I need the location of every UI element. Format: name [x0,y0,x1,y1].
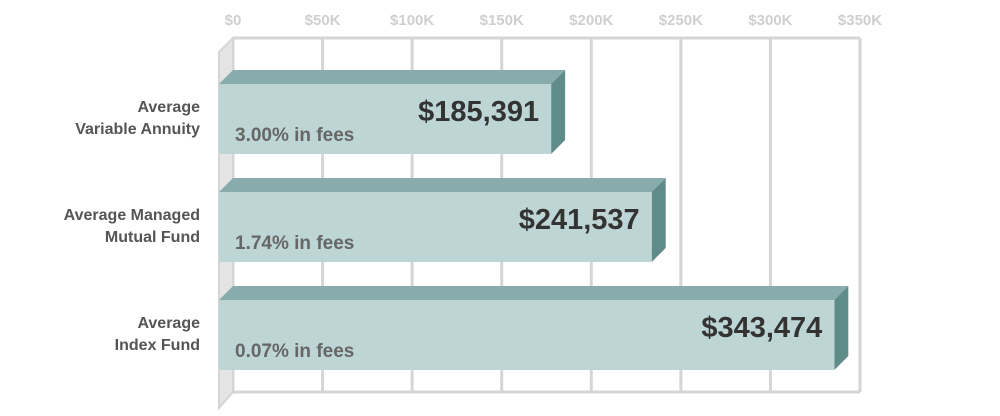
bar-fee-label: 0.07% in fees [235,341,354,362]
x-tick-label: $150K [480,12,524,29]
x-tick-label: $100K [390,12,434,29]
bar-top-face [219,286,849,300]
category-label: Average [137,99,200,116]
bar: $343,474 0.07% in fees [219,286,849,370]
x-axis-ticks: $0 $50K $100K $150K $200K $250K $300K $350K [225,12,883,29]
category-label: Average Managed [64,207,200,224]
category-label: Mutual Fund [105,229,200,246]
bar-value-label: $343,474 [701,312,822,344]
bar-side-face [651,178,666,262]
category-label: Variable Annuity [75,121,200,138]
bar-fee-label: 3.00% in fees [235,125,354,146]
bar-fee-label: 1.74% in fees [235,233,354,254]
category-label: Average [137,315,200,332]
bar-value-label: $241,537 [519,204,640,236]
x-tick-label: $300K [748,12,792,29]
bar-top-face [219,70,566,84]
x-tick-label: $250K [659,12,703,29]
x-tick-label: $350K [838,12,882,29]
bar: $185,391 3.00% in fees [219,70,566,154]
bar-front-face [219,300,835,370]
category-labels: Average Variable Annuity Average Managed Mu… [64,99,200,354]
x-tick-label: $200K [569,12,613,29]
bar: $241,537 1.74% in fees [219,178,666,262]
bar-top-face [219,178,666,192]
bar-front-face [219,84,552,154]
bar-value-label: $185,391 [418,96,539,128]
x-tick-label: $0 [225,12,242,29]
bar-front-face [219,192,652,262]
category-label: Index Fund [115,337,200,354]
x-tick-label: $50K [305,12,341,29]
bar-side-face [551,70,566,154]
bars: $185,391 3.00% in fees $241,537 1.74% in fe… [219,70,849,370]
bar-side-face [834,286,849,370]
